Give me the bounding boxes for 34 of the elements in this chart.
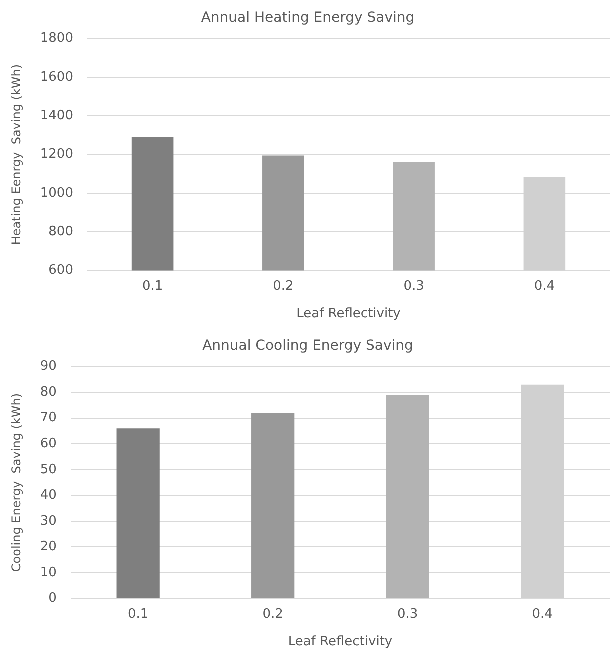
x-tick-label: 0.1 <box>142 278 164 294</box>
y-tick-label: 1000 <box>40 186 74 201</box>
y-tick-label: 0 <box>48 591 57 606</box>
y-tick-label: 10 <box>40 565 57 580</box>
y-axis-title: Heating Eenrgy Saving (kWh) <box>9 64 24 246</box>
x-tick-label: 0.3 <box>404 278 424 294</box>
x-tick-label: 0.3 <box>398 606 418 622</box>
y-tick-label: 1200 <box>40 147 74 162</box>
x-tick-label: 0.4 <box>534 278 556 294</box>
x-tick-label: 0.1 <box>128 606 149 622</box>
y-tick-label: 30 <box>40 514 57 529</box>
y-tick-label: 1600 <box>40 70 74 85</box>
y-tick-label: 80 <box>40 384 57 400</box>
y-axis-title: Cooling Energy Saving (kWh) <box>9 393 24 572</box>
bar <box>116 428 160 598</box>
x-axis-title: Leaf Reflectivity <box>288 634 393 650</box>
y-tick-label: 20 <box>40 540 57 555</box>
y-tick-label: 70 <box>40 410 57 426</box>
y-tick-label: 800 <box>48 224 74 240</box>
y-tick-label: 1800 <box>40 31 74 46</box>
x-axis-title: Leaf Reflectivity <box>296 306 402 322</box>
y-tick-label: 50 <box>40 462 57 478</box>
y-tick-label: 40 <box>40 488 57 504</box>
chart-title: Annual Cooling Energy Saving <box>202 338 414 354</box>
y-tick-label: 60 <box>40 436 57 452</box>
chart-title: Annual Heating Energy Saving <box>201 10 415 26</box>
y-tick-label: 90 <box>40 359 57 374</box>
y-tick-label: 600 <box>48 263 74 278</box>
bar <box>386 395 430 598</box>
x-tick-label: 0.2 <box>273 278 294 294</box>
x-tick-label: 0.4 <box>532 606 553 622</box>
y-tick-label: 1400 <box>40 108 74 124</box>
x-tick-label: 0.2 <box>262 606 284 622</box>
bar <box>252 413 295 598</box>
